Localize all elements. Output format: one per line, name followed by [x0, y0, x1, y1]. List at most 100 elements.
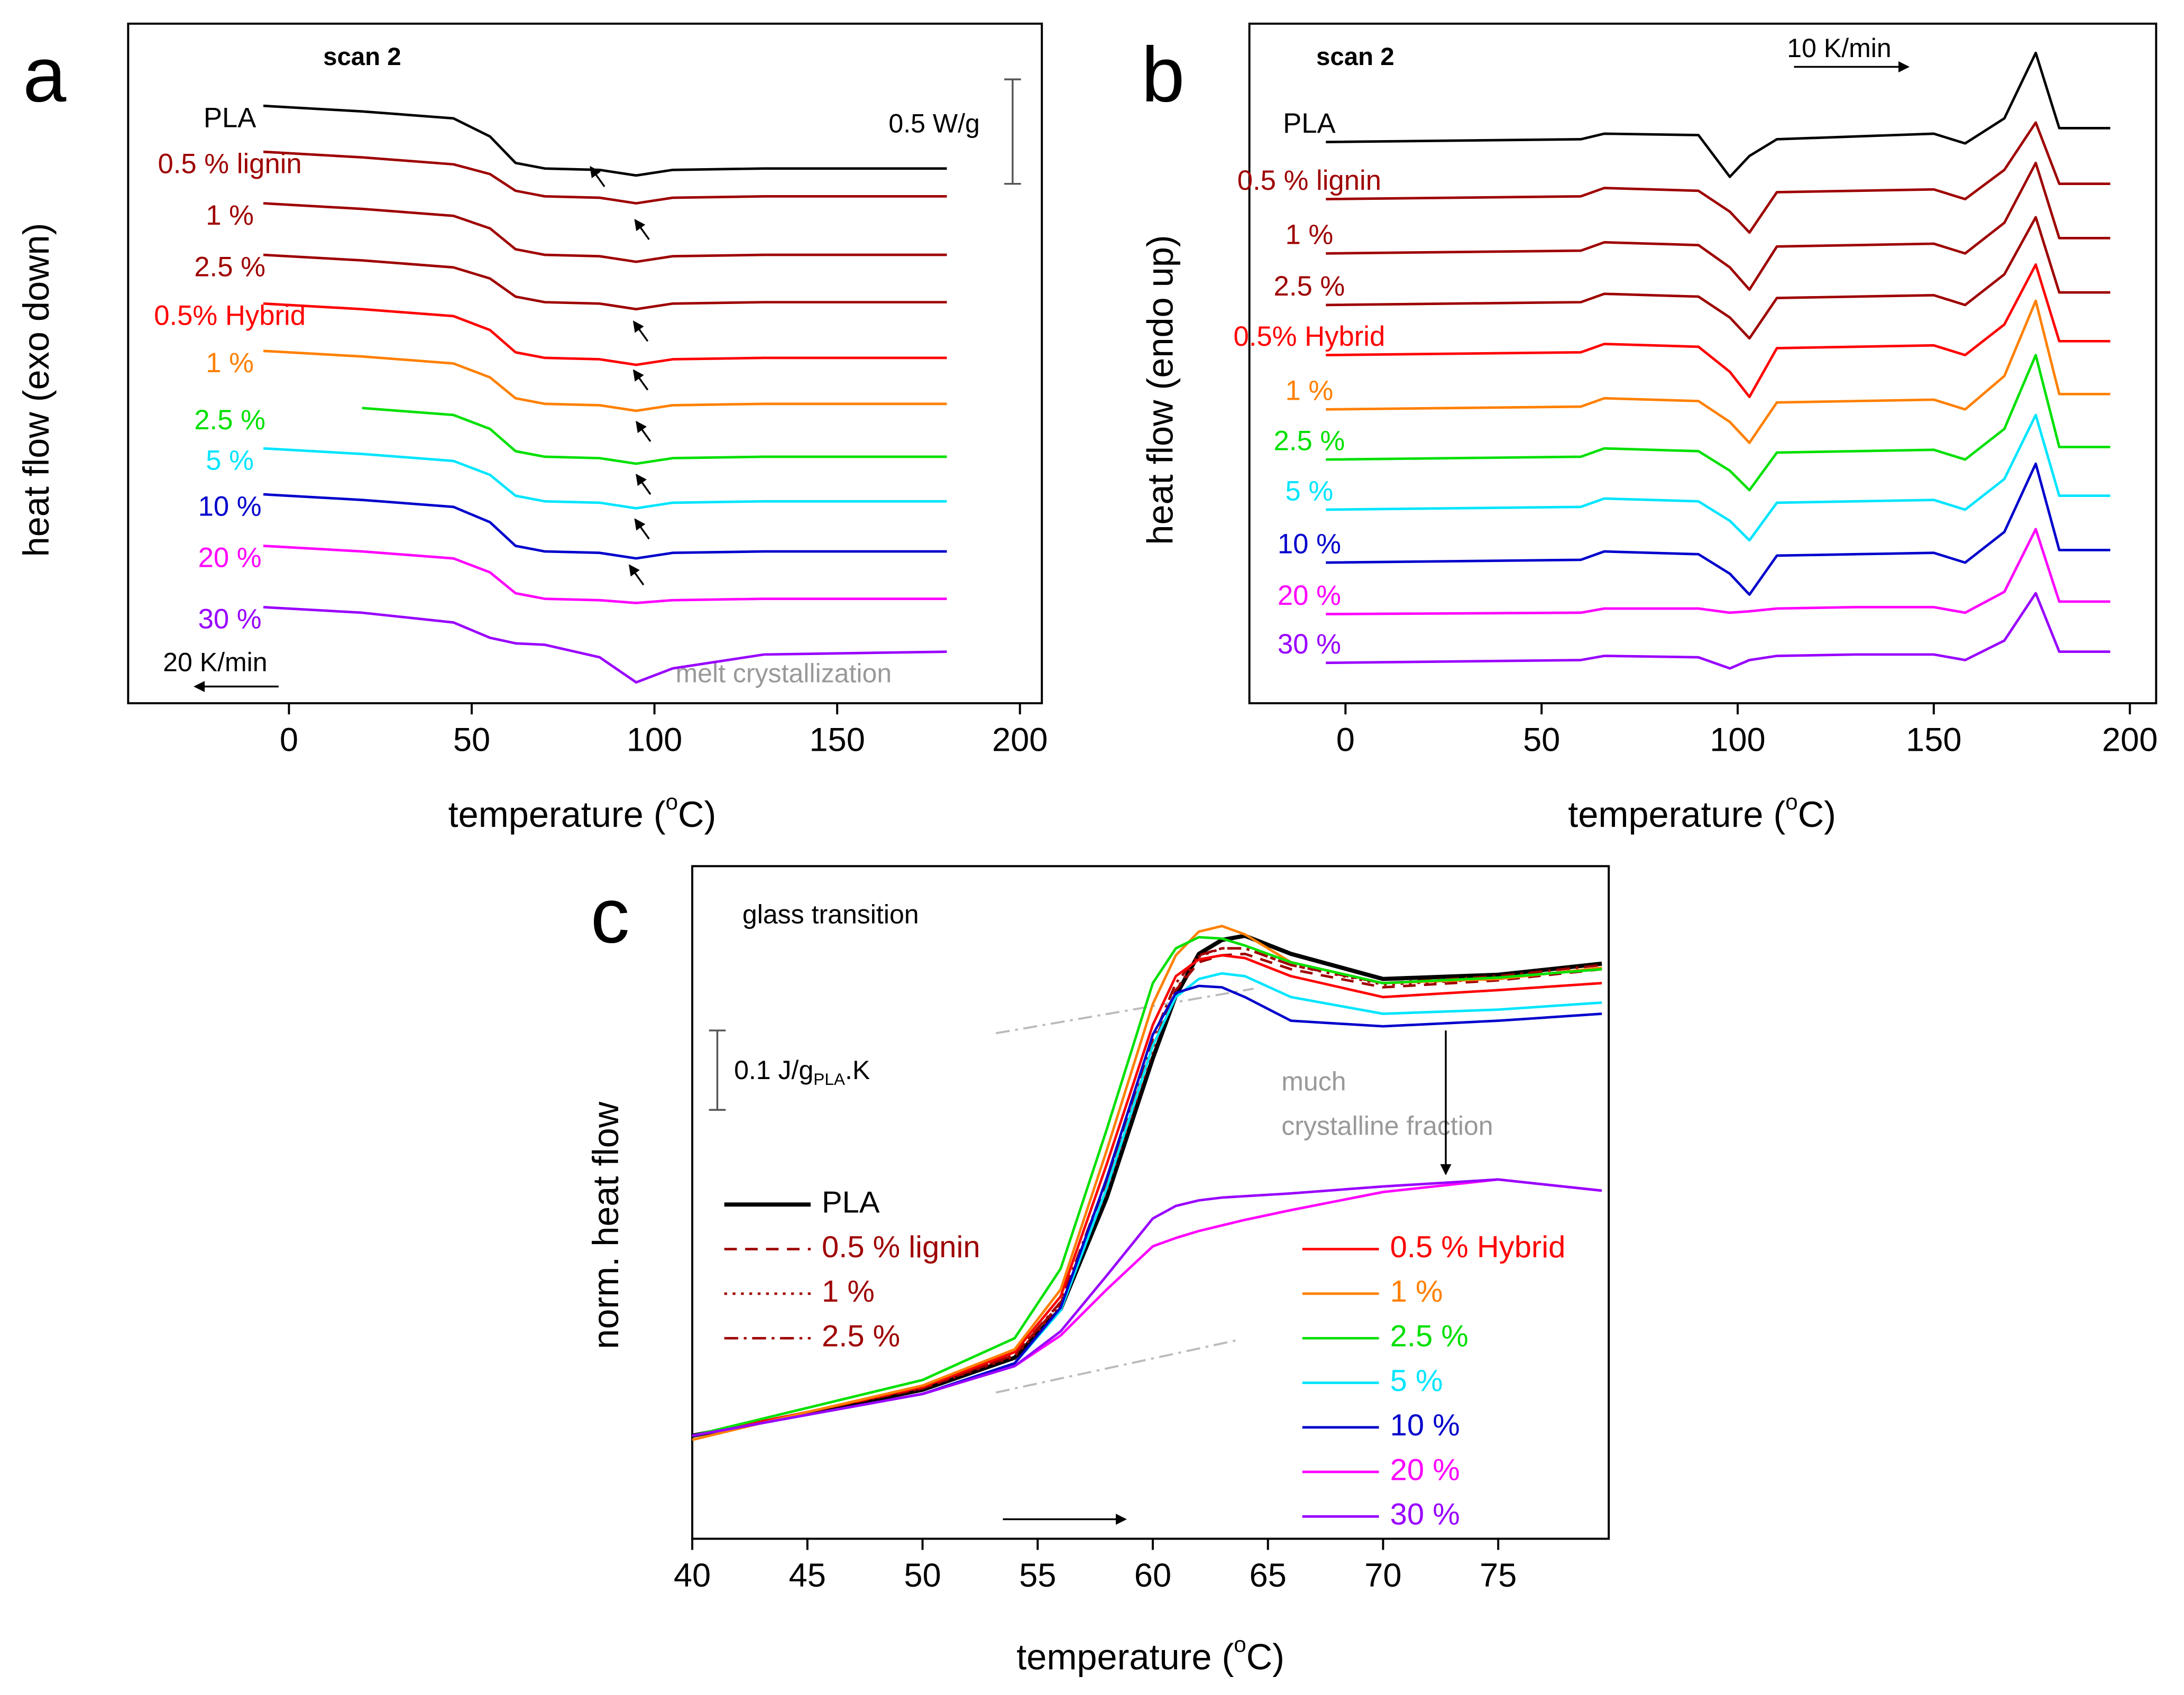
- legend-label: 1 %: [822, 1275, 875, 1309]
- series-line: [263, 606, 947, 684]
- series-label: PLA: [1283, 108, 1336, 139]
- scale-bar: [1004, 78, 1021, 185]
- legend-label: 0.5 % Hybrid: [1390, 1230, 1566, 1264]
- series-line: [1326, 263, 2110, 399]
- x-tick-label: 50: [904, 1557, 941, 1594]
- series-line: [1326, 592, 2110, 670]
- series-line: [263, 447, 947, 510]
- scale-label-part: .K: [845, 1055, 870, 1085]
- series-label: 0.5% Hybrid: [1233, 321, 1385, 352]
- x-axis-title-part: o: [1785, 789, 1797, 814]
- x-tick-label: 0: [1336, 722, 1355, 759]
- panel-label: b: [1141, 31, 1185, 118]
- series-line: [263, 545, 947, 604]
- x-tick-label: 150: [809, 722, 865, 759]
- x-axis-title-part: o: [1234, 1632, 1246, 1656]
- scale-bar: [709, 1029, 726, 1111]
- annotation: glass transition: [742, 899, 919, 929]
- series-label: PLA: [204, 102, 256, 133]
- x-tick-label: 55: [1019, 1557, 1056, 1594]
- x-axis-title-part: C): [678, 794, 716, 835]
- annotation: scan 2: [323, 43, 401, 71]
- x-tick-label: 50: [1523, 722, 1560, 759]
- series-label: 30 %: [198, 604, 262, 635]
- baseline-guide: [995, 1338, 1240, 1394]
- series-line: [362, 407, 947, 465]
- series-label: 1 %: [206, 200, 254, 231]
- series-line: [263, 302, 947, 366]
- series-label: 0.5% Hybrid: [154, 300, 306, 331]
- series-label: 0.5 % lignin: [158, 148, 301, 179]
- legend-label: 5 %: [1390, 1364, 1443, 1398]
- series-label: 1 %: [206, 347, 254, 379]
- plot-frame: [691, 865, 1610, 1540]
- series-line: [692, 1178, 1602, 1437]
- series-line: [1326, 462, 2110, 596]
- legend-label: PLA: [822, 1186, 880, 1220]
- legend-label: 2.5 %: [1390, 1320, 1469, 1353]
- plot-frame: [1248, 22, 2158, 705]
- legend-label: 0.5 % lignin: [822, 1230, 980, 1264]
- x-tick-label: 75: [1480, 1557, 1517, 1594]
- annotation: much: [1281, 1066, 1346, 1096]
- x-axis-title: temperature (oC): [448, 789, 717, 835]
- series-line: [1326, 121, 2110, 234]
- x-axis-title-part: C): [1246, 1637, 1284, 1678]
- x-axis-title-part: temperature (: [1568, 794, 1785, 835]
- scale-label: 0.1 J/gPLA.K: [734, 1055, 870, 1089]
- series-line: [692, 947, 1602, 1437]
- x-axis-title-part: C): [1798, 794, 1836, 835]
- panel-label: a: [23, 31, 67, 118]
- series-line: [263, 104, 947, 177]
- series-label: 1 %: [1286, 219, 1334, 251]
- annotation: scan 2: [1316, 43, 1394, 71]
- x-axis-title-part: temperature (: [448, 794, 666, 835]
- series-label: 0.5 % lignin: [1237, 165, 1381, 196]
- x-tick-label: 45: [789, 1557, 826, 1594]
- series-label: 10 %: [1278, 528, 1341, 559]
- x-axis-title-part: temperature (: [1016, 1637, 1234, 1678]
- x-tick-label: 100: [627, 722, 682, 759]
- series-label: 2.5 %: [1274, 271, 1345, 302]
- series-label: 1 %: [1286, 375, 1334, 407]
- x-tick-label: 60: [1134, 1557, 1171, 1594]
- series-line: [1326, 528, 2110, 615]
- series-line: [263, 349, 947, 412]
- series-line: [692, 954, 1602, 1437]
- x-tick-label: 200: [992, 722, 1048, 759]
- series-line: [263, 253, 947, 311]
- series-line: [1326, 51, 2110, 178]
- series-label: 10 %: [198, 491, 262, 522]
- series-label: 30 %: [1278, 629, 1341, 660]
- x-tick-label: 100: [1710, 722, 1765, 759]
- series-line: [1326, 216, 2110, 340]
- series-line: [1326, 161, 2110, 291]
- series-line: [263, 493, 947, 560]
- x-axis-title: temperature (oC): [1016, 1632, 1284, 1677]
- y-axis-title: heat flow (exo down): [16, 223, 57, 557]
- series-label: 2.5 %: [194, 251, 265, 282]
- x-tick-label: 70: [1364, 1557, 1401, 1594]
- legend-label: 10 %: [1390, 1408, 1460, 1442]
- legend-label: 2.5 %: [822, 1320, 900, 1353]
- series-label: 5 %: [1286, 475, 1334, 506]
- series-line: [263, 202, 947, 263]
- panel-label: c: [591, 872, 630, 960]
- annotation: 10 K/min: [1787, 33, 1891, 63]
- series-label: 20 %: [1278, 580, 1341, 611]
- x-tick-label: 0: [280, 722, 298, 759]
- series-label: 20 %: [198, 542, 262, 574]
- series-line: [263, 150, 947, 205]
- x-tick-label: 200: [2102, 722, 2158, 759]
- scale-label-part: 0.1 J/g: [734, 1055, 813, 1085]
- arrows: [590, 165, 651, 586]
- series-label: 5 %: [206, 445, 254, 476]
- series-line: [1326, 299, 2110, 444]
- plot-frame: [127, 22, 1043, 705]
- series-line: [692, 936, 1602, 1437]
- y-axis-title: heat flow (endo up): [1140, 235, 1180, 545]
- x-tick-label: 150: [1906, 722, 1961, 759]
- legend-label: 20 %: [1390, 1453, 1460, 1487]
